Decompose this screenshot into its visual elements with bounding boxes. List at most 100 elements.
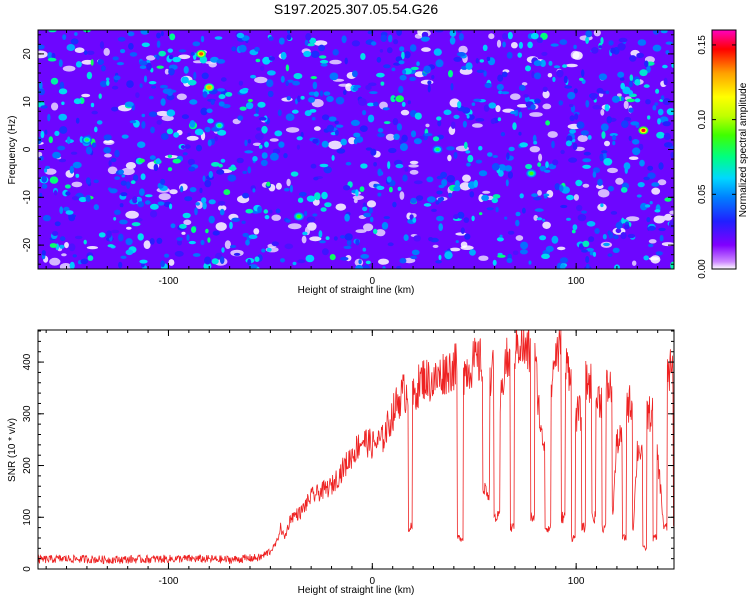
heatmap-cell: [371, 41, 377, 46]
heatmap-cell: [358, 98, 367, 106]
heatmap-cell: [297, 95, 301, 103]
heatmap-cell: [506, 51, 513, 59]
heatmap-cell: [321, 191, 328, 200]
heatmap-gap: [59, 263, 72, 269]
heatmap-gap: [617, 93, 622, 97]
heatmap-cell: [181, 76, 189, 84]
heatmap-cell: [585, 36, 589, 44]
heatmap-gap: [81, 59, 94, 65]
heatmap-cell: [244, 150, 254, 154]
heatmap-cell: [634, 98, 641, 103]
heatmap-gap: [169, 189, 178, 195]
heatmap-gap: [71, 181, 83, 188]
heatmap-cell: [399, 143, 408, 152]
heatmap-cell: [556, 69, 564, 78]
heatmap-cell: [628, 135, 632, 141]
heatmap-gap: [385, 133, 395, 141]
heatmap-cell: [483, 104, 490, 112]
heatmap-gap: [409, 169, 419, 175]
heatmap-cell: [399, 139, 404, 145]
heatmap-cell: [194, 207, 198, 216]
heatmap-cell: [62, 34, 67, 40]
heatmap-cell: [560, 204, 568, 209]
heatmap-cell: [189, 120, 196, 128]
heatmap-cell: [80, 258, 89, 265]
heatmap-gap: [186, 135, 199, 141]
heatmap-gap: [126, 226, 132, 230]
heatmap-cell: [446, 146, 455, 151]
heatmap-gap: [208, 61, 217, 68]
y-tick-label: 200: [22, 457, 33, 474]
heatmap-cell: [431, 208, 437, 212]
heatmap-gap: [409, 160, 419, 165]
heatmap-cell: [646, 65, 651, 73]
heatmap-cell: [577, 214, 587, 222]
heatmap-gap: [355, 229, 367, 234]
heatmap-cell: [311, 50, 320, 59]
heatmap-cell: [275, 208, 281, 214]
heatmap-cell: [504, 216, 508, 220]
heatmap-cell: [491, 163, 500, 171]
colorbar-ticks: 0.00 0.05 0.10 0.15: [697, 35, 736, 279]
heatmap-cell: [254, 46, 260, 52]
heatmap-cell: [428, 237, 434, 242]
heatmap-cell: [443, 109, 452, 116]
heatmap-cell: [78, 196, 87, 203]
heatmap-cell: [120, 255, 127, 259]
heatmap-cell: [201, 72, 209, 80]
heatmap-cell: [363, 212, 372, 218]
heatmap-cell: [362, 110, 367, 116]
snr-ticks: -100 0 100 0 100 200 300 400: [22, 330, 674, 587]
heatmap-cell: [257, 101, 266, 108]
heatmap-cell: [497, 117, 502, 122]
heatmap-cell: [424, 133, 433, 137]
heatmap-cell: [153, 163, 159, 172]
heatmap-cell: [618, 37, 628, 43]
heatmap-cell: [169, 203, 173, 210]
heatmap-cell: [44, 165, 51, 170]
heatmap-cell: [496, 237, 504, 242]
heatmap-cell: [210, 99, 215, 105]
heatmap-gap: [103, 47, 110, 56]
heatmap-cell: [280, 51, 287, 60]
heatmap-gap: [538, 153, 543, 162]
figure-title: S197.2025.307.05.54.G26: [274, 1, 438, 17]
heatmap-cell: [559, 184, 564, 192]
colorbar-tick-label: 0.15: [697, 35, 708, 55]
heatmap-cell: [611, 95, 620, 103]
heatmap-cell: [465, 62, 473, 70]
heatmap-cell: [373, 162, 377, 167]
heatmap-cell: [652, 44, 662, 52]
heatmap-cell: [50, 77, 59, 85]
heatmap-cell: [214, 135, 218, 142]
snr-ylabel: SNR (10 * v/v): [7, 418, 18, 482]
heatmap-gap: [425, 123, 430, 128]
heatmap-gap: [399, 191, 405, 200]
heatmap-gap: [104, 153, 112, 158]
heatmap-cell: [545, 161, 549, 169]
heatmap-gap: [471, 123, 483, 128]
heatmap-gap: [420, 79, 434, 85]
heatmap-cell: [537, 162, 542, 167]
heatmap-cell: [607, 230, 611, 236]
heatmap-cell: [395, 163, 404, 169]
heatmap-gap: [533, 214, 538, 221]
heatmap-cell: [576, 204, 583, 212]
heatmap-cell: [495, 206, 499, 213]
heatmap-cell: [221, 247, 225, 253]
heatmap-cell: [590, 93, 597, 101]
heatmap-cell: [70, 151, 78, 155]
heatmap-cell: [365, 260, 371, 265]
heatmap-cell: [517, 52, 522, 58]
heatmap-cell: [204, 179, 212, 188]
heatmap-cell: [340, 138, 348, 146]
heatmap-cell: [272, 148, 281, 154]
heatmap-cell: [166, 109, 176, 117]
heatmap-cell: [285, 113, 295, 121]
heatmap-gap: [510, 93, 521, 100]
heatmap-cell: [512, 250, 519, 256]
heatmap-cell: [628, 107, 634, 113]
heatmap-cell: [540, 59, 546, 67]
heatmap-cell: [637, 182, 645, 188]
heatmap-cell: [393, 62, 401, 66]
